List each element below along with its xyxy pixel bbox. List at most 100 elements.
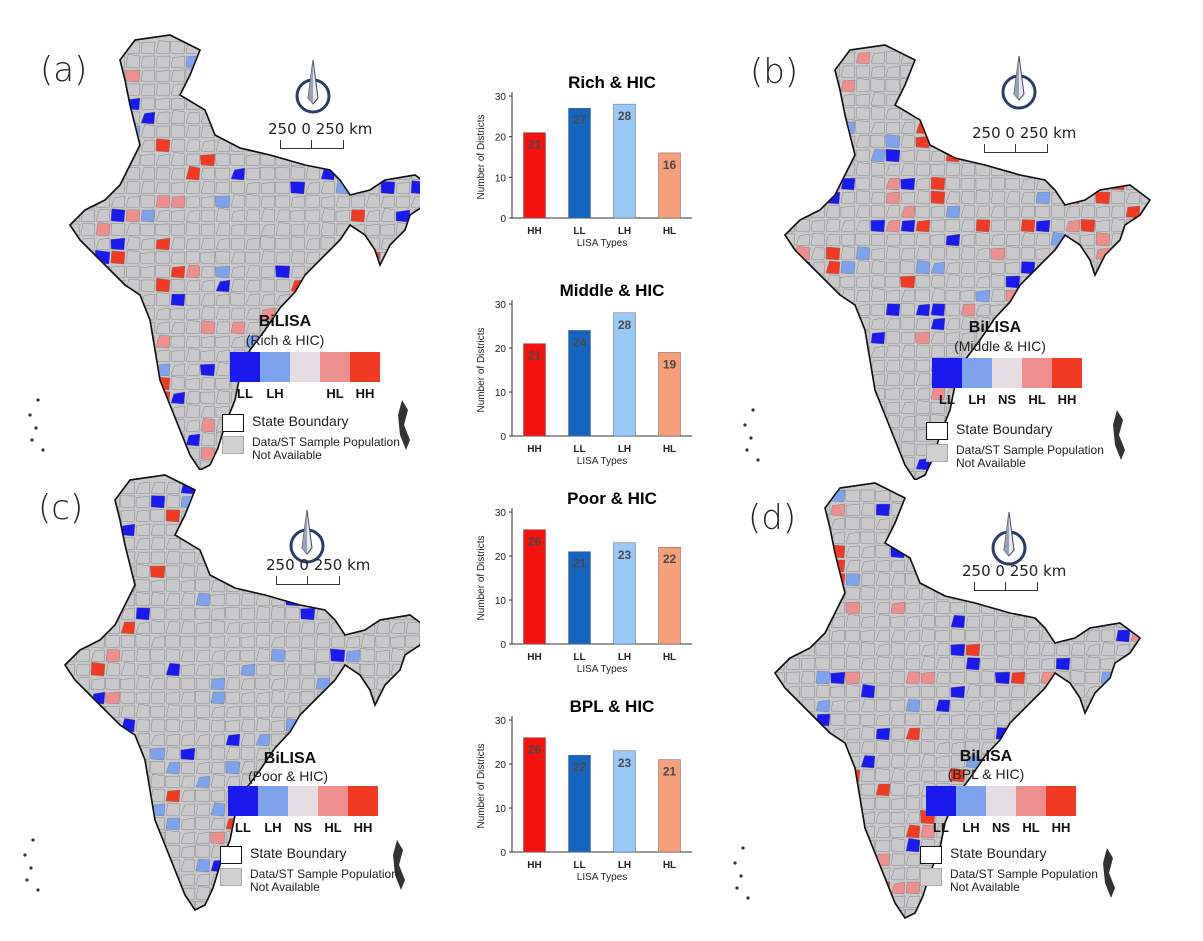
legend-subtitle: (BPL & HIC) bbox=[947, 766, 1025, 782]
legend-title: BiLISA bbox=[968, 319, 1022, 336]
bar-lh bbox=[613, 312, 636, 437]
island-marker bbox=[41, 448, 45, 452]
island-marker bbox=[739, 874, 743, 878]
y-tick-label: 10 bbox=[495, 596, 507, 607]
panel-label: (d) bbox=[748, 498, 797, 538]
scale-text: 250 0 250 km bbox=[266, 556, 371, 574]
x-tick-label: HH bbox=[527, 860, 541, 871]
legend-swatch-lh bbox=[962, 358, 992, 388]
island-marker bbox=[36, 888, 40, 892]
legend-label-hl: HL bbox=[1028, 392, 1046, 407]
scale-bar bbox=[974, 582, 1038, 591]
y-tick-label: 10 bbox=[495, 173, 507, 184]
key-boundary: State Boundary bbox=[222, 414, 349, 432]
bar-chart-poor-hic: Poor & HIC 0 10 20 30 Number of Districts 26 HH… bbox=[476, 489, 692, 675]
legend-label-hl: HL bbox=[324, 820, 342, 835]
legend-swatch-ns bbox=[992, 358, 1022, 388]
bar-value-label: 28 bbox=[618, 109, 632, 123]
scale-text: 250 0 250 km bbox=[972, 124, 1077, 142]
island-marker bbox=[743, 423, 747, 427]
bar-hh bbox=[523, 737, 546, 853]
bar-hl bbox=[658, 352, 681, 437]
key-na: Data/ST Sample Population Not Available bbox=[222, 436, 402, 462]
y-tick-label: 30 bbox=[495, 300, 507, 311]
scale-text: 250 0 250 km bbox=[962, 562, 1067, 580]
legend-label-hh: HH bbox=[1051, 820, 1071, 835]
bar-value-label: 26 bbox=[528, 743, 542, 757]
bar-value-label: 28 bbox=[618, 318, 632, 332]
bar-value-label: 24 bbox=[573, 335, 587, 349]
chart-title: Middle & HIC bbox=[560, 281, 665, 300]
bar-lh bbox=[613, 103, 636, 219]
bar-value-label: 26 bbox=[528, 535, 542, 549]
map-panel-b: (b) 250 0 250 km BiLISA (Middle & HIC) L… bbox=[700, 20, 1180, 480]
chart-title: BPL & HIC bbox=[570, 697, 655, 716]
india-outline bbox=[743, 44, 1152, 480]
legend-swatch-lh bbox=[260, 352, 290, 382]
key-boundary-text: State Boundary bbox=[950, 845, 1047, 861]
bar-value-label: 27 bbox=[573, 113, 587, 127]
bar-hh bbox=[523, 132, 546, 219]
bar-ll bbox=[568, 330, 591, 437]
bar-chart-middle-hic: Middle & HIC 0 10 20 30 Number of Districts 21… bbox=[476, 281, 692, 467]
y-tick-label: 20 bbox=[495, 760, 507, 771]
scale-bar-tick bbox=[1005, 582, 1006, 590]
legend-label-hh: HH bbox=[355, 386, 375, 401]
legend-swatch-ns bbox=[290, 352, 320, 382]
x-tick-label: LL bbox=[573, 652, 585, 663]
legend-swatch-ll bbox=[932, 358, 962, 388]
y-tick-label: 0 bbox=[500, 640, 506, 651]
bar-value-label: 21 bbox=[663, 765, 677, 779]
bar-value-label: 23 bbox=[618, 548, 632, 562]
bar-value-label: 23 bbox=[618, 756, 632, 770]
legend-swatches bbox=[228, 786, 378, 816]
bar-chart-rich-hic: Rich & HIC 0 10 20 30 Number of Districts 21 HH… bbox=[476, 73, 692, 249]
x-tick-label: LH bbox=[618, 860, 631, 871]
key-na-text: Data/ST Sample Population Not Available bbox=[950, 867, 1098, 894]
bar-value-label: 21 bbox=[528, 138, 542, 152]
legend-title: BiLISA bbox=[959, 748, 1013, 765]
key-boundary: State Boundary bbox=[920, 846, 1047, 864]
legend-label-hh: HH bbox=[353, 820, 373, 835]
bar-hh bbox=[523, 343, 546, 437]
x-axis-label: LISA Types bbox=[577, 456, 627, 467]
legend-swatch-hh bbox=[1046, 786, 1076, 816]
scale-bar-tick bbox=[311, 140, 312, 148]
andaman-islands bbox=[393, 840, 405, 890]
legend-swatch-lh bbox=[258, 786, 288, 816]
boundary-swatch bbox=[220, 846, 242, 864]
na-swatch bbox=[920, 868, 942, 886]
bar-chart-bpl-hic: BPL & HIC 0 10 20 30 Number of Districts 26 HH 2… bbox=[476, 697, 692, 883]
y-tick-label: 30 bbox=[495, 92, 507, 103]
y-tick-label: 20 bbox=[495, 133, 507, 144]
bar-lh bbox=[613, 542, 636, 645]
scale-bar bbox=[276, 576, 340, 585]
legend-label-lh: LH bbox=[264, 820, 282, 835]
scale-text: 250 0 250 km bbox=[268, 120, 373, 138]
y-tick-label: 10 bbox=[495, 388, 507, 399]
bar-value-label: 22 bbox=[663, 552, 677, 566]
legend-label-ns: NS bbox=[991, 820, 1011, 835]
y-tick-label: 0 bbox=[500, 432, 506, 443]
y-tick-label: 0 bbox=[500, 848, 506, 859]
island-marker bbox=[733, 861, 737, 865]
x-tick-label: LL bbox=[573, 226, 585, 237]
andaman-islands bbox=[1103, 848, 1115, 898]
andaman-islands bbox=[1113, 410, 1125, 460]
legend-swatch-hh bbox=[348, 786, 378, 816]
india-outline bbox=[28, 34, 420, 470]
scale-bar-tick bbox=[307, 576, 308, 584]
legend-label-ll: LL bbox=[939, 392, 955, 407]
boundary-swatch bbox=[920, 846, 942, 864]
legend-swatch-ll bbox=[230, 352, 260, 382]
x-axis-label: LISA Types bbox=[577, 872, 627, 883]
x-tick-label: LL bbox=[573, 860, 585, 871]
scale-bar bbox=[280, 140, 344, 149]
legend-labels: LL LH NS HL HH bbox=[926, 820, 1076, 835]
legend-swatch-ns bbox=[288, 786, 318, 816]
legend-title: BiLISA bbox=[263, 750, 317, 767]
north-arrow-icon bbox=[1001, 55, 1037, 110]
legend-swatch-hh bbox=[1052, 358, 1082, 388]
x-tick-label: HH bbox=[527, 652, 541, 663]
legend-subtitle: (Middle & HIC) bbox=[954, 338, 1046, 354]
